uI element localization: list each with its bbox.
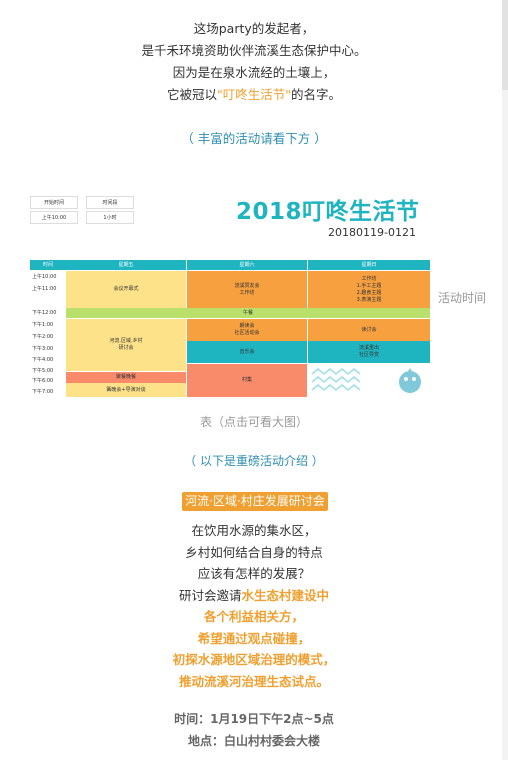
body-line-4-highlight: 水生态村建设中 bbox=[241, 587, 330, 603]
mini-value-start: 上午10:00 bbox=[30, 211, 78, 224]
image-caption[interactable]: 表（点击可看大图） bbox=[199, 415, 308, 429]
scrollbar-thumb[interactable] bbox=[502, 0, 508, 90]
time-label: 下午1:00 bbox=[32, 322, 54, 328]
body-line-7: 初探水源地区域治理的模式， bbox=[172, 652, 336, 667]
body-line-4-pre: 研讨会邀请 bbox=[178, 587, 242, 603]
subtitle-activities: （ 丰富的活动请看下方 ） bbox=[181, 131, 327, 146]
intro-line-4: 它被冠以"叮咚生活节"的名字。 bbox=[0, 84, 508, 106]
cell-fri-evening: 篝晚会+导演对谈 bbox=[66, 383, 186, 397]
intro-line-4-pre: 它被冠以 bbox=[166, 87, 217, 102]
time-label: 下午3:00 bbox=[32, 346, 54, 352]
festival-name-highlight: "叮咚生活节" bbox=[217, 87, 291, 102]
cell-fri-seminar: 河流.区域.乡村 研讨会 bbox=[66, 319, 186, 371]
cell-fri-opening: 会议开幕式 bbox=[66, 271, 186, 308]
section-tag-seminar: 河流·区域·村庄发展研讨会 bbox=[182, 492, 328, 511]
col-header-sun: 星期日 bbox=[308, 260, 430, 270]
cell-sat-music: 音乐会 bbox=[187, 341, 307, 363]
time-label: 上午11:00 bbox=[32, 286, 57, 292]
body-line-1: 在饮用水源的集水区， bbox=[191, 523, 317, 538]
intro-text: 这场party的发起者， 是千禾环境资助伙伴流溪生态保护中心。 因为是在泉水流经… bbox=[0, 18, 508, 106]
cell-sun-morning: 工作坊 1.手工主题 2.趣食主题 3.表演主题 bbox=[308, 271, 430, 308]
schedule-date: 20180119-0121 bbox=[328, 226, 416, 239]
intro-line-2: 是千禾环境资助伙伴流溪生态保护中心。 bbox=[141, 43, 367, 58]
side-label-activity-time: 活动时间 bbox=[438, 291, 487, 305]
cell-sun-closing: 流溪重出 社区导赏 bbox=[308, 341, 430, 363]
time-label: 下午2:00 bbox=[32, 334, 54, 340]
intro-line-3: 因为是在泉水流经的土壤上， bbox=[172, 65, 336, 80]
cell-fri-dinner: 聚餐晚餐 bbox=[66, 372, 186, 383]
time-label: 下午5:00 bbox=[32, 368, 54, 374]
time-label: 下午7:00 bbox=[32, 389, 54, 395]
cell-sat-market: 村集 bbox=[187, 364, 307, 397]
intro-line-4-post: 的名字。 bbox=[291, 87, 342, 102]
body-line-3: 应该有怎样的发展？ bbox=[197, 566, 311, 581]
body-line-4: 研讨会邀请水生态村建设中 bbox=[0, 585, 508, 607]
cell-sat-morning: 流溪赞友会 工作坊 bbox=[187, 271, 307, 308]
event-info: 时间：1月19日下午2点~5点 地点：白山村村委会大楼 bbox=[0, 708, 508, 752]
body-line-2: 乡村如何结合自身的特点 bbox=[185, 544, 323, 560]
cell-sat-reading: 朗读会 社区活动会 bbox=[187, 319, 307, 341]
mini-value-duration: 1小时 bbox=[86, 211, 134, 224]
body-line-6: 希望通过观点碰撞， bbox=[197, 630, 311, 646]
cell-lunch: 午餐 bbox=[66, 308, 430, 318]
mini-header-start: 开始时间 bbox=[30, 196, 78, 209]
body-line-5: 各个利益相关方， bbox=[203, 609, 304, 624]
wave-decoration-icon bbox=[311, 368, 421, 393]
intro-line-1: 这场party的发起者， bbox=[193, 21, 315, 36]
body-line-8: 推动流溪河治理生态试点。 bbox=[178, 673, 329, 689]
scrollbar-track[interactable] bbox=[502, 0, 508, 760]
col-header-fri: 星期五 bbox=[66, 260, 186, 270]
schedule-image[interactable]: 开始时间 时间段 上午10:00 1小时 2018叮咚生活节 20180119-… bbox=[30, 190, 430, 400]
time-label: 下午6:00 bbox=[32, 378, 54, 384]
schedule-title: 2018叮咚生活节 bbox=[236, 199, 420, 225]
cell-sun-discussion: 读讨会 bbox=[308, 319, 430, 341]
col-header-time: 时间 bbox=[30, 260, 66, 270]
time-label: 下午4:00 bbox=[32, 357, 54, 363]
subtitle-intro: （ 以下是重磅活动介绍 ） bbox=[184, 454, 324, 468]
time-label: 下午12:00 bbox=[32, 310, 57, 316]
event-time: 时间：1月19日下午2点~5点 bbox=[174, 712, 334, 726]
col-header-sat: 星期六 bbox=[187, 260, 307, 270]
seminar-body: 在饮用水源的集水区， 乡村如何结合自身的特点 应该有怎样的发展？ 研讨会邀请水生… bbox=[0, 520, 508, 692]
event-place: 地点：白山村村委会大楼 bbox=[187, 734, 320, 748]
mini-header-duration: 时间段 bbox=[86, 196, 134, 209]
time-label: 上午10:00 bbox=[32, 274, 57, 280]
